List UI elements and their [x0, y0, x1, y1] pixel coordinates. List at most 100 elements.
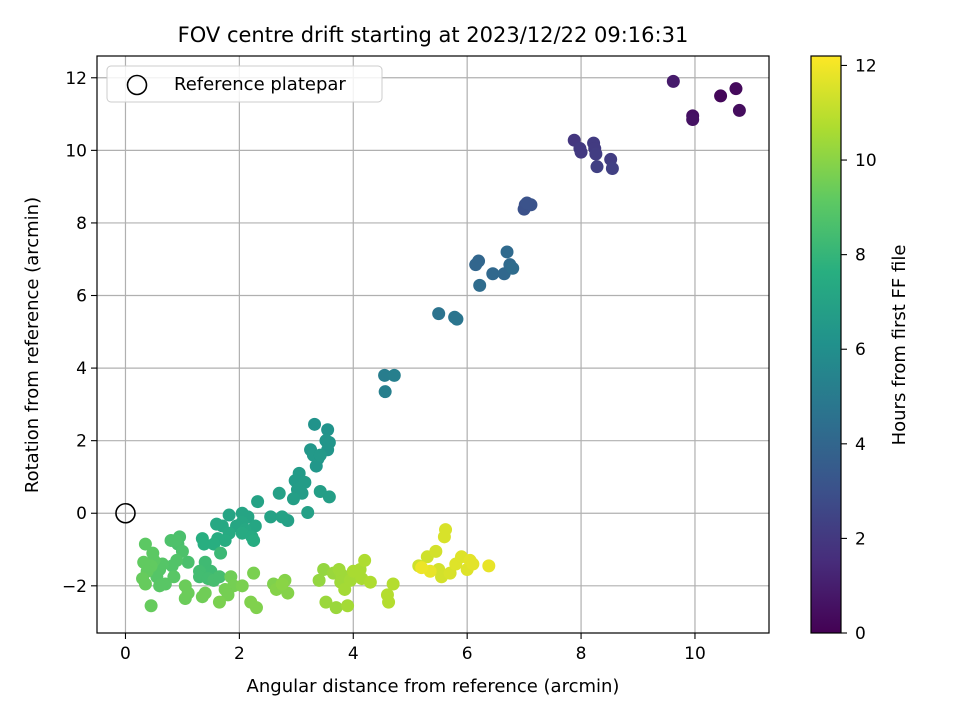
- legend-box: [106, 65, 383, 103]
- data-point: [729, 82, 743, 96]
- data-point: [286, 492, 300, 506]
- data-point: [301, 506, 315, 520]
- data-point: [363, 575, 377, 589]
- data-point: [415, 561, 429, 575]
- data-point: [469, 258, 483, 272]
- y-tick-label: 10: [65, 141, 87, 161]
- data-point: [138, 577, 152, 591]
- data-point: [500, 245, 514, 259]
- data-point: [144, 599, 158, 613]
- y-tick-label: 6: [76, 287, 87, 307]
- data-point: [165, 559, 179, 573]
- y-tick-label: 2: [76, 432, 87, 452]
- data-point: [222, 508, 236, 522]
- data-point: [248, 519, 262, 533]
- y-axis-ticks: −2 0 2 4 6 8 10 12: [62, 69, 97, 597]
- x-axis-ticks: 0 2 4 6 8 10: [120, 633, 706, 664]
- colorbar-gradient: [810, 55, 842, 634]
- data-point: [275, 577, 289, 591]
- data-point: [429, 544, 443, 558]
- data-point: [589, 147, 603, 161]
- colorbar-ticks: 0 2 4 6 8 10 12: [841, 56, 877, 644]
- data-point: [321, 423, 335, 437]
- data-point: [178, 592, 192, 606]
- data-point: [167, 570, 181, 584]
- data-point: [378, 385, 392, 399]
- data-point: [212, 570, 226, 584]
- data-point: [450, 312, 464, 326]
- data-point: [358, 553, 372, 567]
- legend: Reference platepar: [106, 65, 383, 103]
- data-point: [319, 595, 333, 609]
- data-point: [605, 161, 619, 175]
- data-point: [378, 368, 392, 382]
- legend-marker-icon: [126, 74, 148, 96]
- colorbar-tick-label: 12: [855, 56, 877, 76]
- data-points: [136, 74, 746, 615]
- data-point: [590, 160, 604, 174]
- data-point: [308, 417, 322, 431]
- data-point: [466, 557, 480, 571]
- y-tick-label: 0: [76, 504, 87, 524]
- data-point: [207, 537, 221, 551]
- colorbar-label: Hours from first FF file: [889, 245, 910, 446]
- data-point: [247, 566, 261, 580]
- data-point: [329, 601, 343, 615]
- data-point: [298, 475, 312, 489]
- data-point: [482, 559, 496, 573]
- data-point: [309, 459, 323, 473]
- data-point: [574, 145, 588, 159]
- data-point: [247, 533, 261, 547]
- x-tick-label: 10: [684, 644, 706, 664]
- x-tick-label: 6: [462, 644, 473, 664]
- data-point: [197, 537, 211, 551]
- grid-lines: [97, 56, 769, 633]
- data-point: [312, 573, 326, 587]
- data-point: [382, 595, 396, 609]
- colorbar-tick-label: 2: [855, 529, 866, 549]
- colorbar-tick-label: 8: [855, 246, 866, 266]
- data-point: [387, 368, 401, 382]
- data-point: [251, 495, 265, 509]
- x-tick-label: 4: [348, 644, 359, 664]
- colorbar-tick-label: 4: [855, 435, 866, 455]
- colorbar: 0 2 4 6 8 10 12 Hours from first FF file: [810, 55, 910, 644]
- data-point: [313, 448, 327, 462]
- data-point: [138, 537, 152, 551]
- chart-title: FOV centre drift starting at 2023/12/22 …: [178, 23, 689, 47]
- data-point: [473, 278, 487, 292]
- x-axis-label: Angular distance from reference (arcmin): [247, 676, 620, 697]
- data-point: [214, 546, 228, 560]
- y-axis-label: Rotation from reference (arcmin): [22, 197, 43, 493]
- data-point: [732, 103, 746, 117]
- data-point: [153, 579, 167, 593]
- colorbar-tick-label: 10: [855, 151, 877, 171]
- data-point: [686, 113, 700, 127]
- data-point: [195, 590, 209, 604]
- y-tick-label: 4: [76, 359, 87, 379]
- colorbar-tick-label: 0: [855, 624, 866, 644]
- data-point: [275, 510, 289, 524]
- x-tick-label: 0: [120, 644, 131, 664]
- data-point: [212, 595, 226, 609]
- legend-entry-label: Reference platepar: [174, 74, 346, 95]
- colorbar-tick-label: 6: [855, 340, 866, 360]
- reference-platepar-marker: [115, 502, 136, 524]
- data-point: [221, 588, 235, 602]
- data-point: [272, 486, 286, 500]
- data-point: [520, 196, 534, 210]
- data-point: [264, 510, 278, 524]
- data-point: [181, 555, 195, 569]
- data-point: [322, 490, 336, 504]
- data-point: [164, 533, 178, 547]
- x-tick-label: 2: [234, 644, 245, 664]
- data-point: [506, 261, 520, 275]
- data-point: [666, 74, 680, 88]
- data-point: [249, 601, 263, 615]
- data-point: [235, 579, 249, 593]
- plot-frame: [96, 55, 770, 634]
- y-tick-label: −2: [62, 577, 87, 597]
- data-point: [432, 307, 446, 321]
- data-point: [439, 523, 453, 537]
